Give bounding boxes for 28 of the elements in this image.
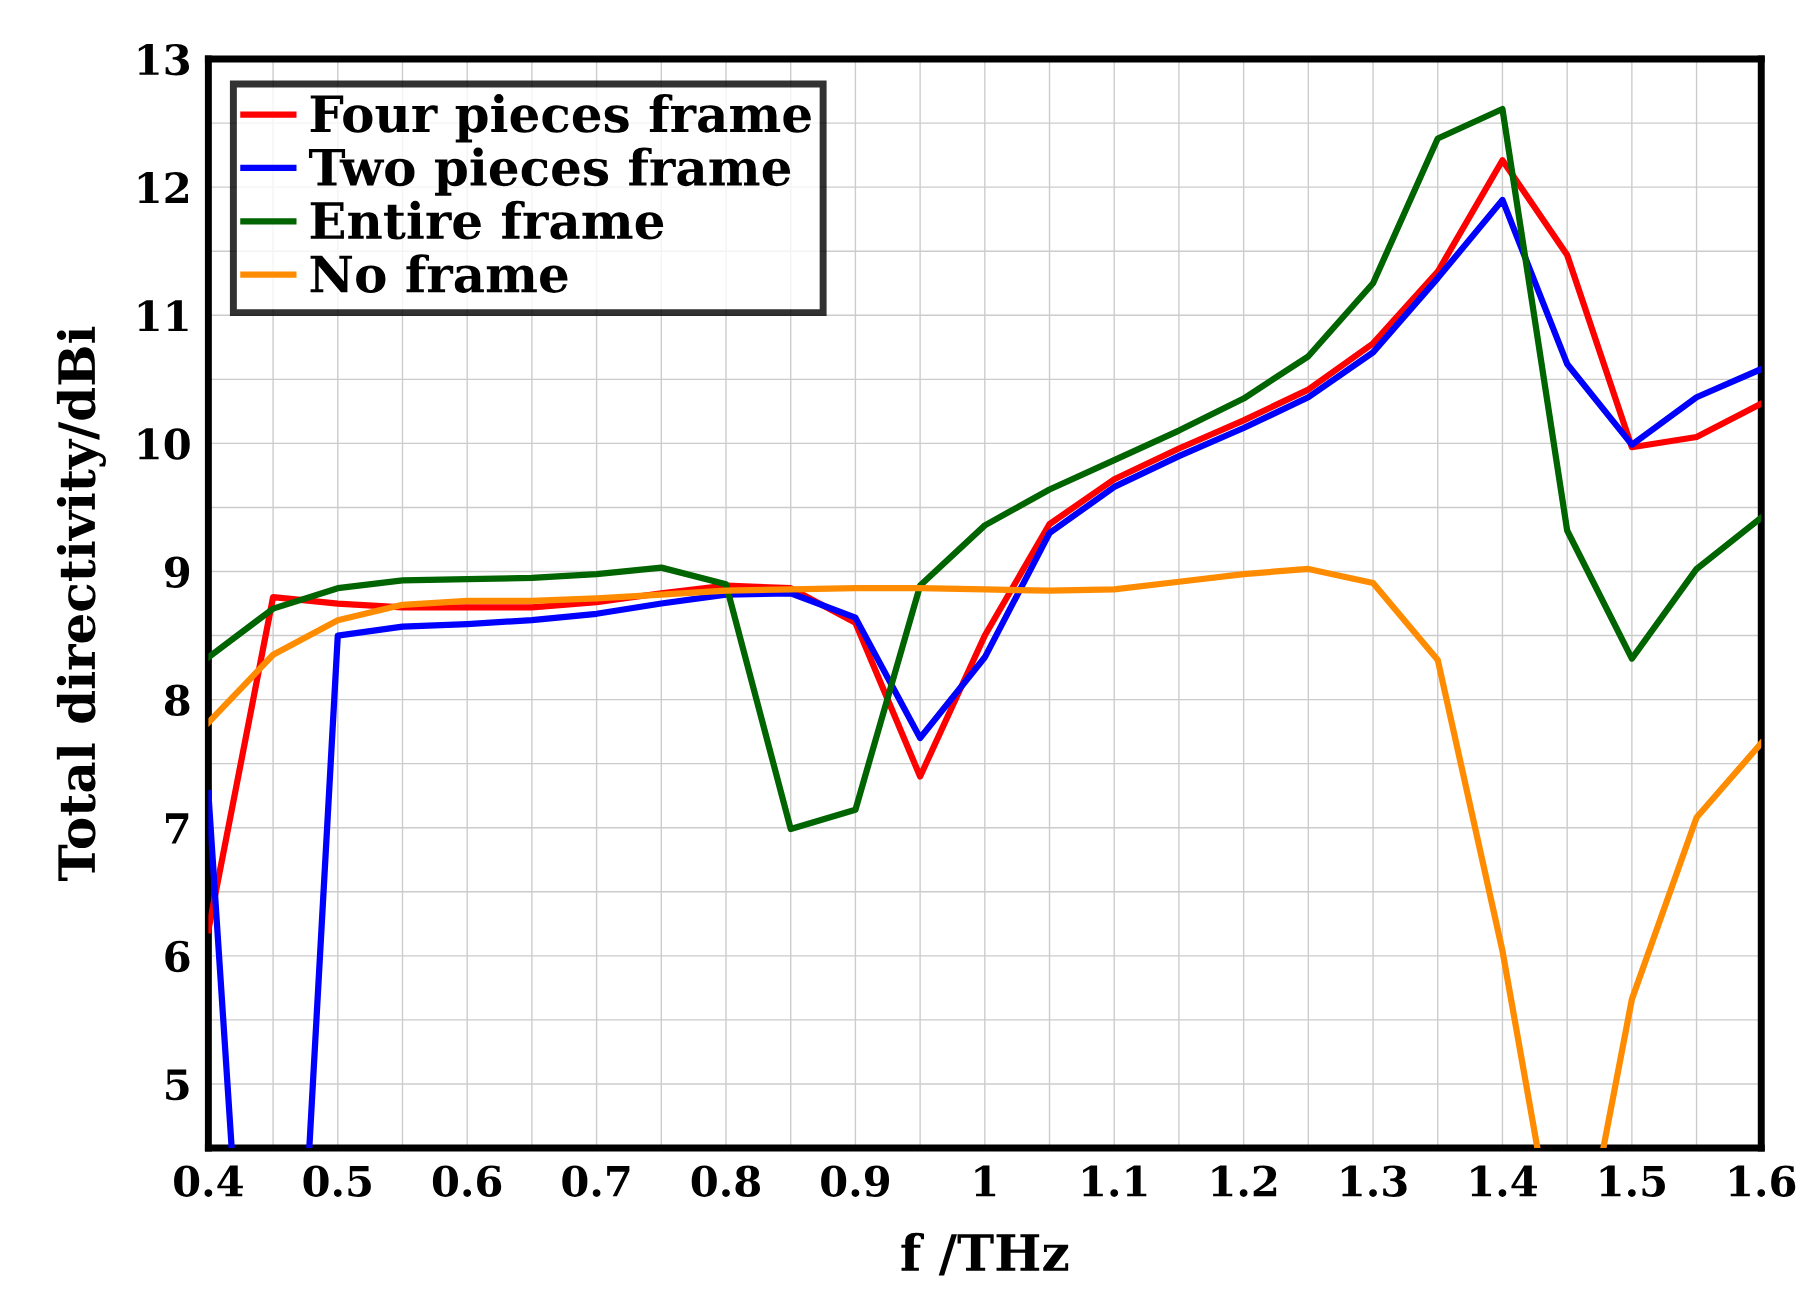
y-tick-label: 11 bbox=[138, 300, 188, 332]
x-axis-title: f /THz bbox=[901, 1232, 1069, 1276]
x-tick-label: 0.7 bbox=[562, 1165, 630, 1197]
y-tick-label: 10 bbox=[138, 428, 190, 460]
y-tick-label: 7 bbox=[166, 813, 189, 844]
y-tick-label: 12 bbox=[138, 172, 188, 203]
x-tick-label: 1.6 bbox=[1730, 1165, 1796, 1197]
x-tick-label: 0.9 bbox=[821, 1165, 890, 1197]
x-tick-label: 1.4 bbox=[1471, 1165, 1537, 1197]
x-tick-label: 1.3 bbox=[1341, 1165, 1407, 1197]
x-tick-label: 0.6 bbox=[432, 1165, 502, 1197]
y-tick-label: 8 bbox=[164, 684, 190, 717]
y-tick-label: 9 bbox=[164, 556, 190, 588]
legend-label: Two pieces frame bbox=[308, 147, 791, 196]
x-tick-label: 0.8 bbox=[691, 1165, 761, 1197]
x-tick-label: 1.2 bbox=[1212, 1165, 1277, 1197]
x-tick-label: 0.4 bbox=[174, 1165, 243, 1197]
legend-label: No frame bbox=[310, 254, 568, 293]
x-tick-label: 1.1 bbox=[1083, 1165, 1147, 1197]
x-tick-label: 1.5 bbox=[1600, 1165, 1665, 1197]
x-tick-label: 1 bbox=[975, 1165, 996, 1197]
x-tick-label: 0.5 bbox=[303, 1165, 371, 1197]
y-tick-label: 5 bbox=[166, 1069, 189, 1101]
y-axis-title: Total directivity/dBi bbox=[56, 326, 106, 881]
y-tick-label: 13 bbox=[138, 43, 190, 76]
y-tick-label: 6 bbox=[165, 940, 190, 973]
legend-label: Four pieces frame bbox=[310, 94, 811, 143]
legend-label: Entire frame bbox=[310, 200, 664, 240]
